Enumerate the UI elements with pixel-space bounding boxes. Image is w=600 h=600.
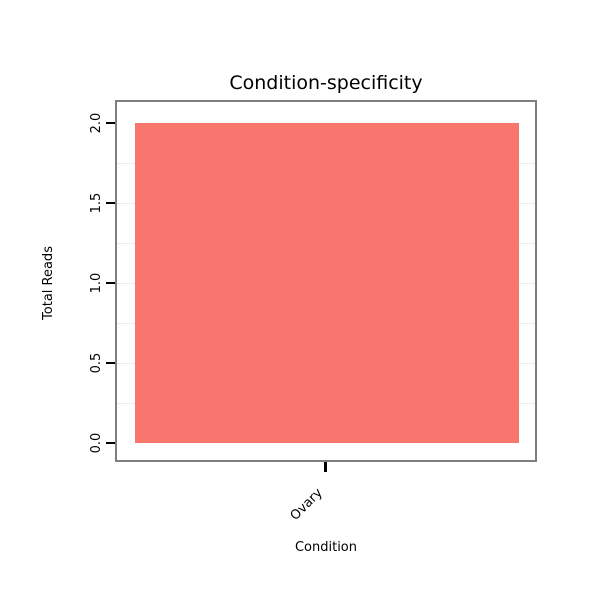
chart-title: Condition-specificity (229, 72, 423, 94)
x-tick-label-ovary: Ovary (287, 485, 326, 524)
y-tick-mark (106, 122, 115, 124)
y-tick-mark (106, 202, 115, 204)
x-tick-mark (324, 462, 327, 472)
y-tick-label: 1.0 (89, 272, 104, 294)
y-tick-label: 0.0 (89, 432, 104, 454)
x-axis-label: Condition (294, 540, 358, 555)
y-tick-label: 2.0 (89, 112, 104, 134)
y-axis-label: Total Reads (41, 246, 56, 320)
y-tick-mark (106, 442, 115, 444)
y-tick-label: 1.5 (89, 192, 104, 214)
y-tick-mark (106, 282, 115, 284)
plot-panel (115, 100, 537, 462)
y-tick-label: 0.5 (89, 352, 104, 374)
y-tick-mark (106, 362, 115, 364)
bar-ovary (135, 123, 519, 443)
